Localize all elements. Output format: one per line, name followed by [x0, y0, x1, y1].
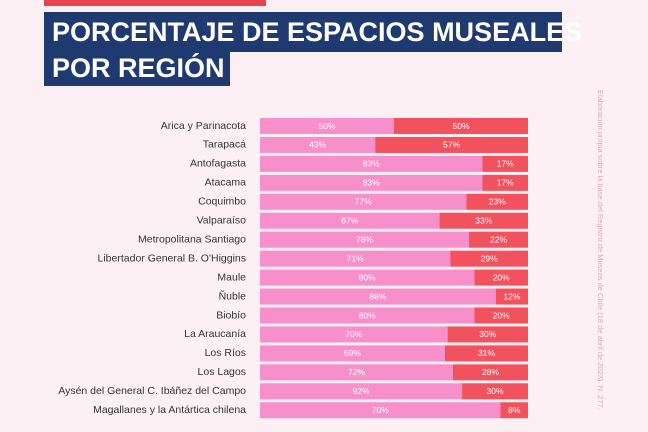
value-label: 12% [503, 291, 520, 301]
bar-segment [474, 269, 528, 286]
bar-segment [260, 326, 448, 343]
bar-segment [260, 136, 376, 153]
value-label: 23% [489, 197, 506, 207]
bar-segment [375, 136, 528, 153]
source-note: Elaboración propia sobre la base del Reg… [596, 90, 605, 410]
bar-segment [444, 345, 528, 362]
category-label: Los Ríos [205, 347, 246, 359]
value-label: 80% [359, 310, 376, 320]
value-label: 80% [359, 272, 376, 282]
bar-segment [260, 269, 475, 286]
value-label: 8% [508, 405, 521, 415]
value-label: 33% [475, 216, 492, 226]
value-label: 43% [309, 140, 326, 150]
category-label: Metropolitana Santiago [138, 233, 246, 245]
value-label: 83% [363, 159, 380, 169]
category-label: Biobío [216, 309, 246, 321]
value-label: 72% [348, 367, 365, 377]
bar-segment [260, 231, 470, 248]
bar-segment [260, 174, 483, 191]
title-box [44, 12, 562, 52]
title-box [44, 52, 230, 86]
value-label: 20% [493, 310, 510, 320]
bar-segment [260, 118, 394, 134]
category-label: Coquimbo [198, 196, 246, 208]
value-label: 78% [356, 234, 373, 244]
bar-segment [260, 250, 451, 267]
category-label: Valparaíso [197, 215, 247, 227]
bar-segment [260, 212, 440, 229]
category-label: La Araucanía [184, 328, 246, 340]
value-label: 31% [478, 348, 495, 358]
value-label: 29% [481, 253, 498, 263]
category-label: Maule [217, 271, 246, 283]
bar-segment [462, 383, 528, 400]
value-label: 57% [443, 140, 460, 150]
bar-segment [394, 118, 528, 134]
bar-segment [260, 345, 445, 362]
value-label: 70% [372, 405, 389, 415]
value-label: 50% [318, 121, 335, 131]
category-label: Atacama [205, 177, 247, 189]
bar-segment [469, 231, 528, 248]
value-label: 22% [490, 234, 507, 244]
bar-segment [482, 155, 528, 172]
category-label: Libertador General B. O'Higgins [98, 252, 247, 264]
value-label: 20% [493, 272, 510, 282]
value-label: 67% [341, 216, 358, 226]
chart-title: PORCENTAJE DE ESPACIOS MUSEALES [52, 17, 582, 47]
bar-segment [260, 288, 496, 305]
value-label: 30% [487, 386, 504, 396]
value-label: 50% [452, 121, 469, 131]
bar-segment [447, 326, 528, 343]
bar-segment [452, 364, 528, 381]
category-label: Aysén del General C. Ibáñez del Campo [58, 385, 246, 397]
bar-segment [500, 402, 528, 419]
value-label: 17% [497, 178, 514, 188]
bar-segment [450, 250, 528, 267]
bar-segment [439, 212, 528, 229]
category-label: Los Lagos [198, 366, 246, 378]
bar-segment [474, 307, 528, 324]
category-label: Antofagasta [190, 158, 246, 170]
bar-segment [260, 193, 467, 210]
bar-segment [260, 402, 501, 419]
value-label: 69% [344, 348, 361, 358]
value-label: 92% [353, 386, 370, 396]
category-label: Arica y Parinacota [161, 120, 246, 132]
value-label: 83% [363, 178, 380, 188]
value-label: 77% [355, 197, 372, 207]
value-label: 28% [482, 367, 499, 377]
bar-segment [260, 383, 463, 400]
top-tab [44, 0, 266, 6]
value-label: 17% [497, 159, 514, 169]
category-label: Magallanes y la Antártica chilena [93, 404, 246, 416]
category-label: Ñuble [219, 289, 247, 302]
bar-segment [482, 174, 528, 191]
chart-title: POR REGIÓN [52, 52, 225, 83]
bar-segment [260, 364, 453, 381]
category-label: Tarapacá [203, 139, 246, 151]
value-label: 88% [369, 291, 386, 301]
value-label: 30% [479, 329, 496, 339]
bar-segment [260, 155, 483, 172]
bar-segment [495, 288, 528, 305]
bar-segment [466, 193, 528, 210]
value-label: 71% [347, 253, 364, 263]
value-label: 70% [345, 329, 362, 339]
bar-segment [260, 307, 475, 324]
